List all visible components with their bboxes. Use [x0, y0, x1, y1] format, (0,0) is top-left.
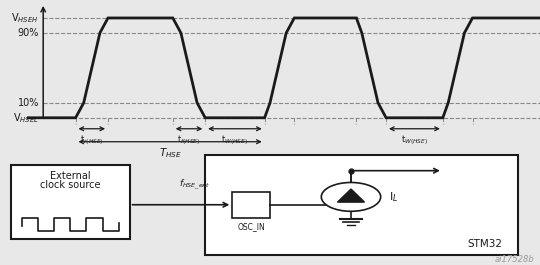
Text: t$_{r(HSE)}$: t$_{r(HSE)}$: [80, 133, 104, 147]
Text: clock source: clock source: [40, 180, 100, 190]
Text: T$_{HSE}$: T$_{HSE}$: [159, 146, 181, 160]
Text: t$_{W(HSE)}$: t$_{W(HSE)}$: [221, 133, 248, 147]
Text: ai17528b: ai17528b: [495, 255, 535, 264]
Polygon shape: [338, 189, 364, 202]
Circle shape: [321, 183, 381, 211]
Text: STM32: STM32: [467, 239, 502, 249]
Text: $f$$_{HSE\_ext}$: $f$$_{HSE\_ext}$: [179, 177, 210, 192]
Text: I$_L$: I$_L$: [389, 190, 398, 204]
Text: V$_{HSEH}$: V$_{HSEH}$: [11, 11, 39, 25]
Bar: [11, 165, 130, 239]
Bar: [205, 155, 518, 254]
Text: V$_{HSEL}$: V$_{HSEL}$: [13, 111, 39, 125]
Text: t$_{W(HSE)}$: t$_{W(HSE)}$: [401, 133, 428, 147]
Text: OSC_IN: OSC_IN: [237, 222, 265, 231]
Bar: [232, 192, 270, 218]
Text: 10%: 10%: [17, 98, 39, 108]
Text: External: External: [50, 171, 91, 181]
Text: 90%: 90%: [17, 28, 39, 38]
Text: t$_{f(HSE)}$: t$_{f(HSE)}$: [177, 133, 201, 147]
